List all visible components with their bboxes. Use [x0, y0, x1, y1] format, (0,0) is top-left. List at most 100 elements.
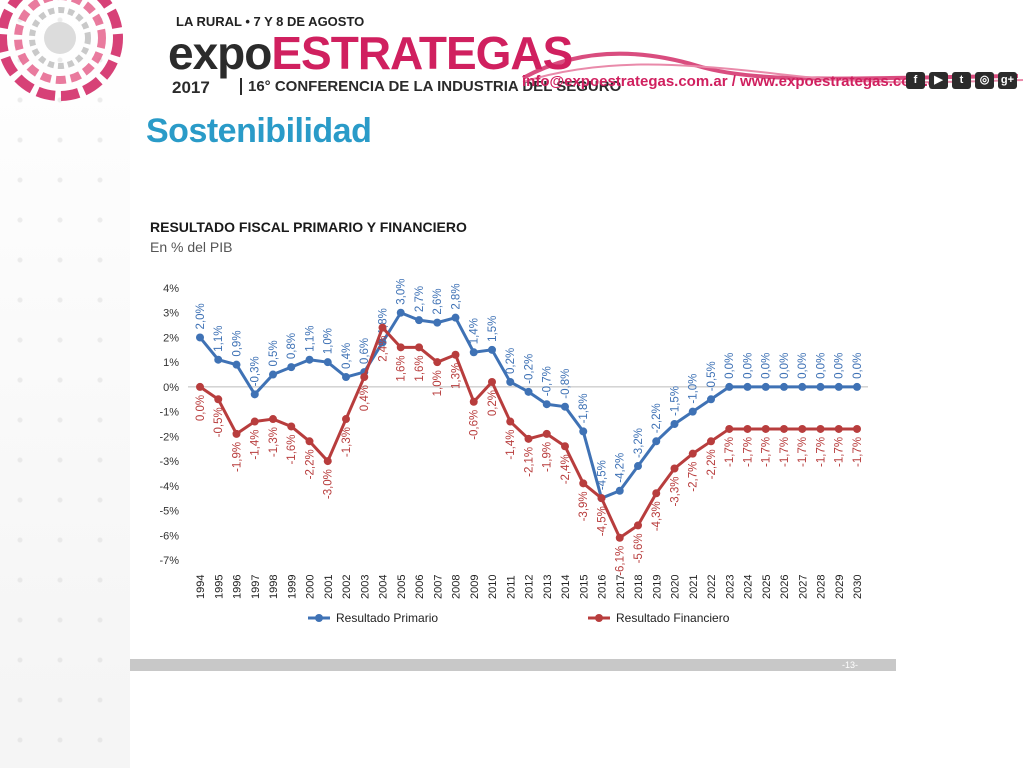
- x-tick-label: 2006: [414, 575, 426, 599]
- financial-data-label: 1,6%: [396, 355, 408, 381]
- primary-series-point: [652, 437, 661, 446]
- financial-series-point: [250, 417, 259, 426]
- primary-data-label: 1,0%: [323, 328, 335, 354]
- primary-series-point: [542, 400, 551, 409]
- financial-data-label: -3,0%: [323, 469, 335, 499]
- financial-data-label: -2,1%: [524, 447, 536, 477]
- x-tick-label: 2007: [432, 575, 444, 599]
- financial-series-point: [196, 382, 204, 391]
- primary-data-label: 2,6%: [432, 288, 444, 314]
- primary-series-point: [725, 382, 734, 391]
- x-tick-label: 2015: [578, 575, 590, 599]
- financial-series-point: [743, 424, 752, 433]
- financial-data-label: -0,5%: [213, 407, 225, 437]
- primary-data-label: 0,5%: [268, 340, 280, 366]
- financial-series-point: [688, 449, 697, 458]
- financial-data-label: -1,3%: [268, 427, 280, 457]
- x-tick-label: 1997: [250, 575, 262, 599]
- financial-series-point: [232, 429, 241, 438]
- primary-series-point: [780, 382, 788, 391]
- twitter-icon[interactable]: t: [952, 72, 971, 89]
- primary-series-point: [798, 382, 807, 391]
- primary-series-point: [853, 382, 861, 391]
- x-tick-label: 2019: [651, 575, 663, 599]
- googleplus-icon[interactable]: g+: [998, 72, 1017, 89]
- primary-series-point: [743, 382, 752, 391]
- primary-series-point: [506, 377, 515, 386]
- y-tick-label: 2%: [163, 332, 179, 344]
- x-tick-label: 2005: [396, 575, 408, 599]
- x-tick-label: 2001: [323, 575, 335, 599]
- financial-data-label: -2,4%: [560, 454, 572, 484]
- financial-series-point: [652, 489, 661, 498]
- financial-data-label: 0,4%: [359, 385, 371, 411]
- legend-label: Resultado Primario: [336, 611, 438, 625]
- financial-series-point: [287, 422, 296, 431]
- financial-data-label: -1,4%: [250, 430, 262, 460]
- x-tick-label: 2018: [633, 575, 645, 599]
- youtube-icon[interactable]: ▶: [929, 72, 948, 89]
- financial-series-point: [396, 343, 405, 352]
- x-tick-label: 2013: [542, 575, 554, 599]
- event-year: 2017: [172, 78, 210, 97]
- primary-data-label: 0,0%: [797, 353, 809, 379]
- primary-data-label: -1,0%: [688, 374, 700, 404]
- x-tick-label: 2016: [597, 575, 609, 599]
- primary-data-label: -1,8%: [578, 393, 590, 423]
- footer-bar: [130, 659, 896, 671]
- financial-series-point: [360, 373, 369, 382]
- primary-data-label: -0,3%: [250, 356, 262, 386]
- primary-series-point: [816, 382, 825, 391]
- financial-data-label: -1,7%: [743, 437, 755, 467]
- primary-data-label: 0,2%: [505, 348, 517, 374]
- background-pattern: [0, 0, 130, 768]
- financial-series-point: [269, 415, 277, 424]
- financial-data-label: -1,7%: [779, 437, 791, 467]
- chart-title: RESULTADO FISCAL PRIMARIO Y FINANCIERO: [150, 219, 467, 235]
- x-tick-label: 1995: [213, 575, 225, 599]
- page-number: -13-: [842, 660, 859, 670]
- primary-data-label: 3,0%: [396, 279, 408, 305]
- x-tick-label: 2004: [378, 575, 390, 599]
- financial-series-point: [488, 377, 496, 386]
- financial-data-label: -1,7%: [852, 437, 864, 467]
- x-tick-label: 2020: [670, 575, 682, 599]
- primary-series-point: [196, 333, 204, 342]
- primary-series-point: [488, 345, 496, 354]
- x-tick-label: 2003: [359, 575, 371, 599]
- financial-series-point: [542, 429, 551, 438]
- header: LA RURAL • 7 Y 8 DE AGOSTO expoESTRATEGA…: [0, 0, 1024, 110]
- primary-data-label: -4,5%: [597, 460, 609, 490]
- x-tick-label: 2000: [305, 575, 317, 599]
- y-tick-label: -6%: [159, 530, 179, 542]
- primary-series-point: [451, 313, 460, 322]
- primary-data-label: 0,0%: [852, 353, 864, 379]
- primary-series-point: [287, 363, 296, 372]
- x-tick-label: 2022: [706, 575, 718, 599]
- financial-data-label: 1,0%: [432, 370, 444, 396]
- primary-data-label: -3,2%: [633, 428, 645, 458]
- financial-data-label: -2,2%: [706, 449, 718, 479]
- legend-swatch-point: [595, 614, 603, 622]
- y-tick-label: -7%: [159, 555, 179, 567]
- y-tick-label: 4%: [163, 283, 179, 295]
- primary-series-point: [634, 462, 642, 471]
- financial-series-point: [634, 521, 642, 530]
- primary-data-label: 0,6%: [359, 338, 371, 364]
- financial-series-point: [725, 424, 734, 433]
- primary-data-label: -0,2%: [524, 354, 536, 384]
- financial-series-point: [342, 415, 350, 424]
- legend-label: Resultado Financiero: [616, 611, 730, 625]
- facebook-icon[interactable]: f: [906, 72, 925, 89]
- financial-data-label: -1,6%: [286, 434, 298, 464]
- financial-data-label: -6,1%: [615, 546, 627, 576]
- y-tick-label: -1%: [159, 407, 179, 419]
- primary-data-label: 0,4%: [341, 343, 353, 369]
- financial-series-point: [761, 424, 770, 433]
- financial-series-point: [305, 437, 314, 446]
- primary-series-point: [615, 486, 624, 495]
- primary-data-label: -0,8%: [560, 369, 572, 399]
- x-tick-label: 2017: [615, 575, 627, 599]
- x-tick-label: 2008: [451, 575, 463, 599]
- instagram-icon[interactable]: ◎: [975, 72, 994, 89]
